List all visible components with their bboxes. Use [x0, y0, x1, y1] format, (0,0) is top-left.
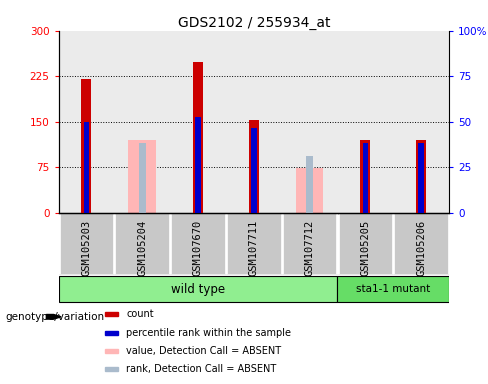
FancyBboxPatch shape [227, 213, 281, 274]
Bar [393, 31, 449, 213]
Bar [337, 31, 393, 213]
Text: GSM105206: GSM105206 [416, 220, 426, 276]
Text: GSM105205: GSM105205 [360, 220, 370, 276]
Bar [418, 143, 424, 213]
Bar [59, 31, 114, 213]
Bar [226, 31, 282, 213]
Bar [81, 79, 91, 213]
Bar [139, 143, 145, 213]
Text: GSM107712: GSM107712 [305, 220, 315, 276]
Text: value, Detection Call = ABSENT: value, Detection Call = ABSENT [126, 346, 281, 356]
Bar [170, 31, 226, 213]
Bar [83, 122, 89, 213]
Bar [105, 349, 118, 353]
Title: GDS2102 / 255934_at: GDS2102 / 255934_at [178, 16, 330, 30]
Text: GSM105204: GSM105204 [137, 220, 147, 276]
Text: count: count [126, 310, 154, 319]
Bar [296, 168, 324, 213]
FancyBboxPatch shape [394, 213, 448, 274]
FancyBboxPatch shape [171, 213, 225, 274]
Text: percentile rank within the sample: percentile rank within the sample [126, 328, 291, 338]
FancyBboxPatch shape [116, 213, 169, 274]
Text: GSM105203: GSM105203 [81, 220, 91, 276]
FancyBboxPatch shape [337, 276, 449, 302]
Text: GSM107711: GSM107711 [249, 220, 259, 276]
FancyBboxPatch shape [339, 213, 392, 274]
Bar [416, 140, 426, 213]
Bar [105, 331, 118, 335]
Bar [306, 156, 313, 213]
FancyBboxPatch shape [283, 213, 336, 274]
Bar [363, 143, 368, 213]
FancyBboxPatch shape [59, 276, 337, 302]
Text: rank, Detection Call = ABSENT: rank, Detection Call = ABSENT [126, 364, 276, 374]
Bar [282, 31, 337, 213]
Bar [360, 140, 370, 213]
Bar [105, 367, 118, 371]
Bar [114, 31, 170, 213]
Bar [249, 120, 259, 213]
Bar [193, 62, 203, 213]
Bar [195, 118, 201, 213]
Bar [251, 128, 257, 213]
Text: sta1-1 mutant: sta1-1 mutant [356, 284, 430, 294]
Bar [128, 140, 156, 213]
Text: GSM107670: GSM107670 [193, 220, 203, 276]
Bar [105, 313, 118, 316]
Text: genotype/variation: genotype/variation [5, 312, 104, 322]
FancyBboxPatch shape [60, 213, 113, 274]
Text: wild type: wild type [171, 283, 225, 296]
